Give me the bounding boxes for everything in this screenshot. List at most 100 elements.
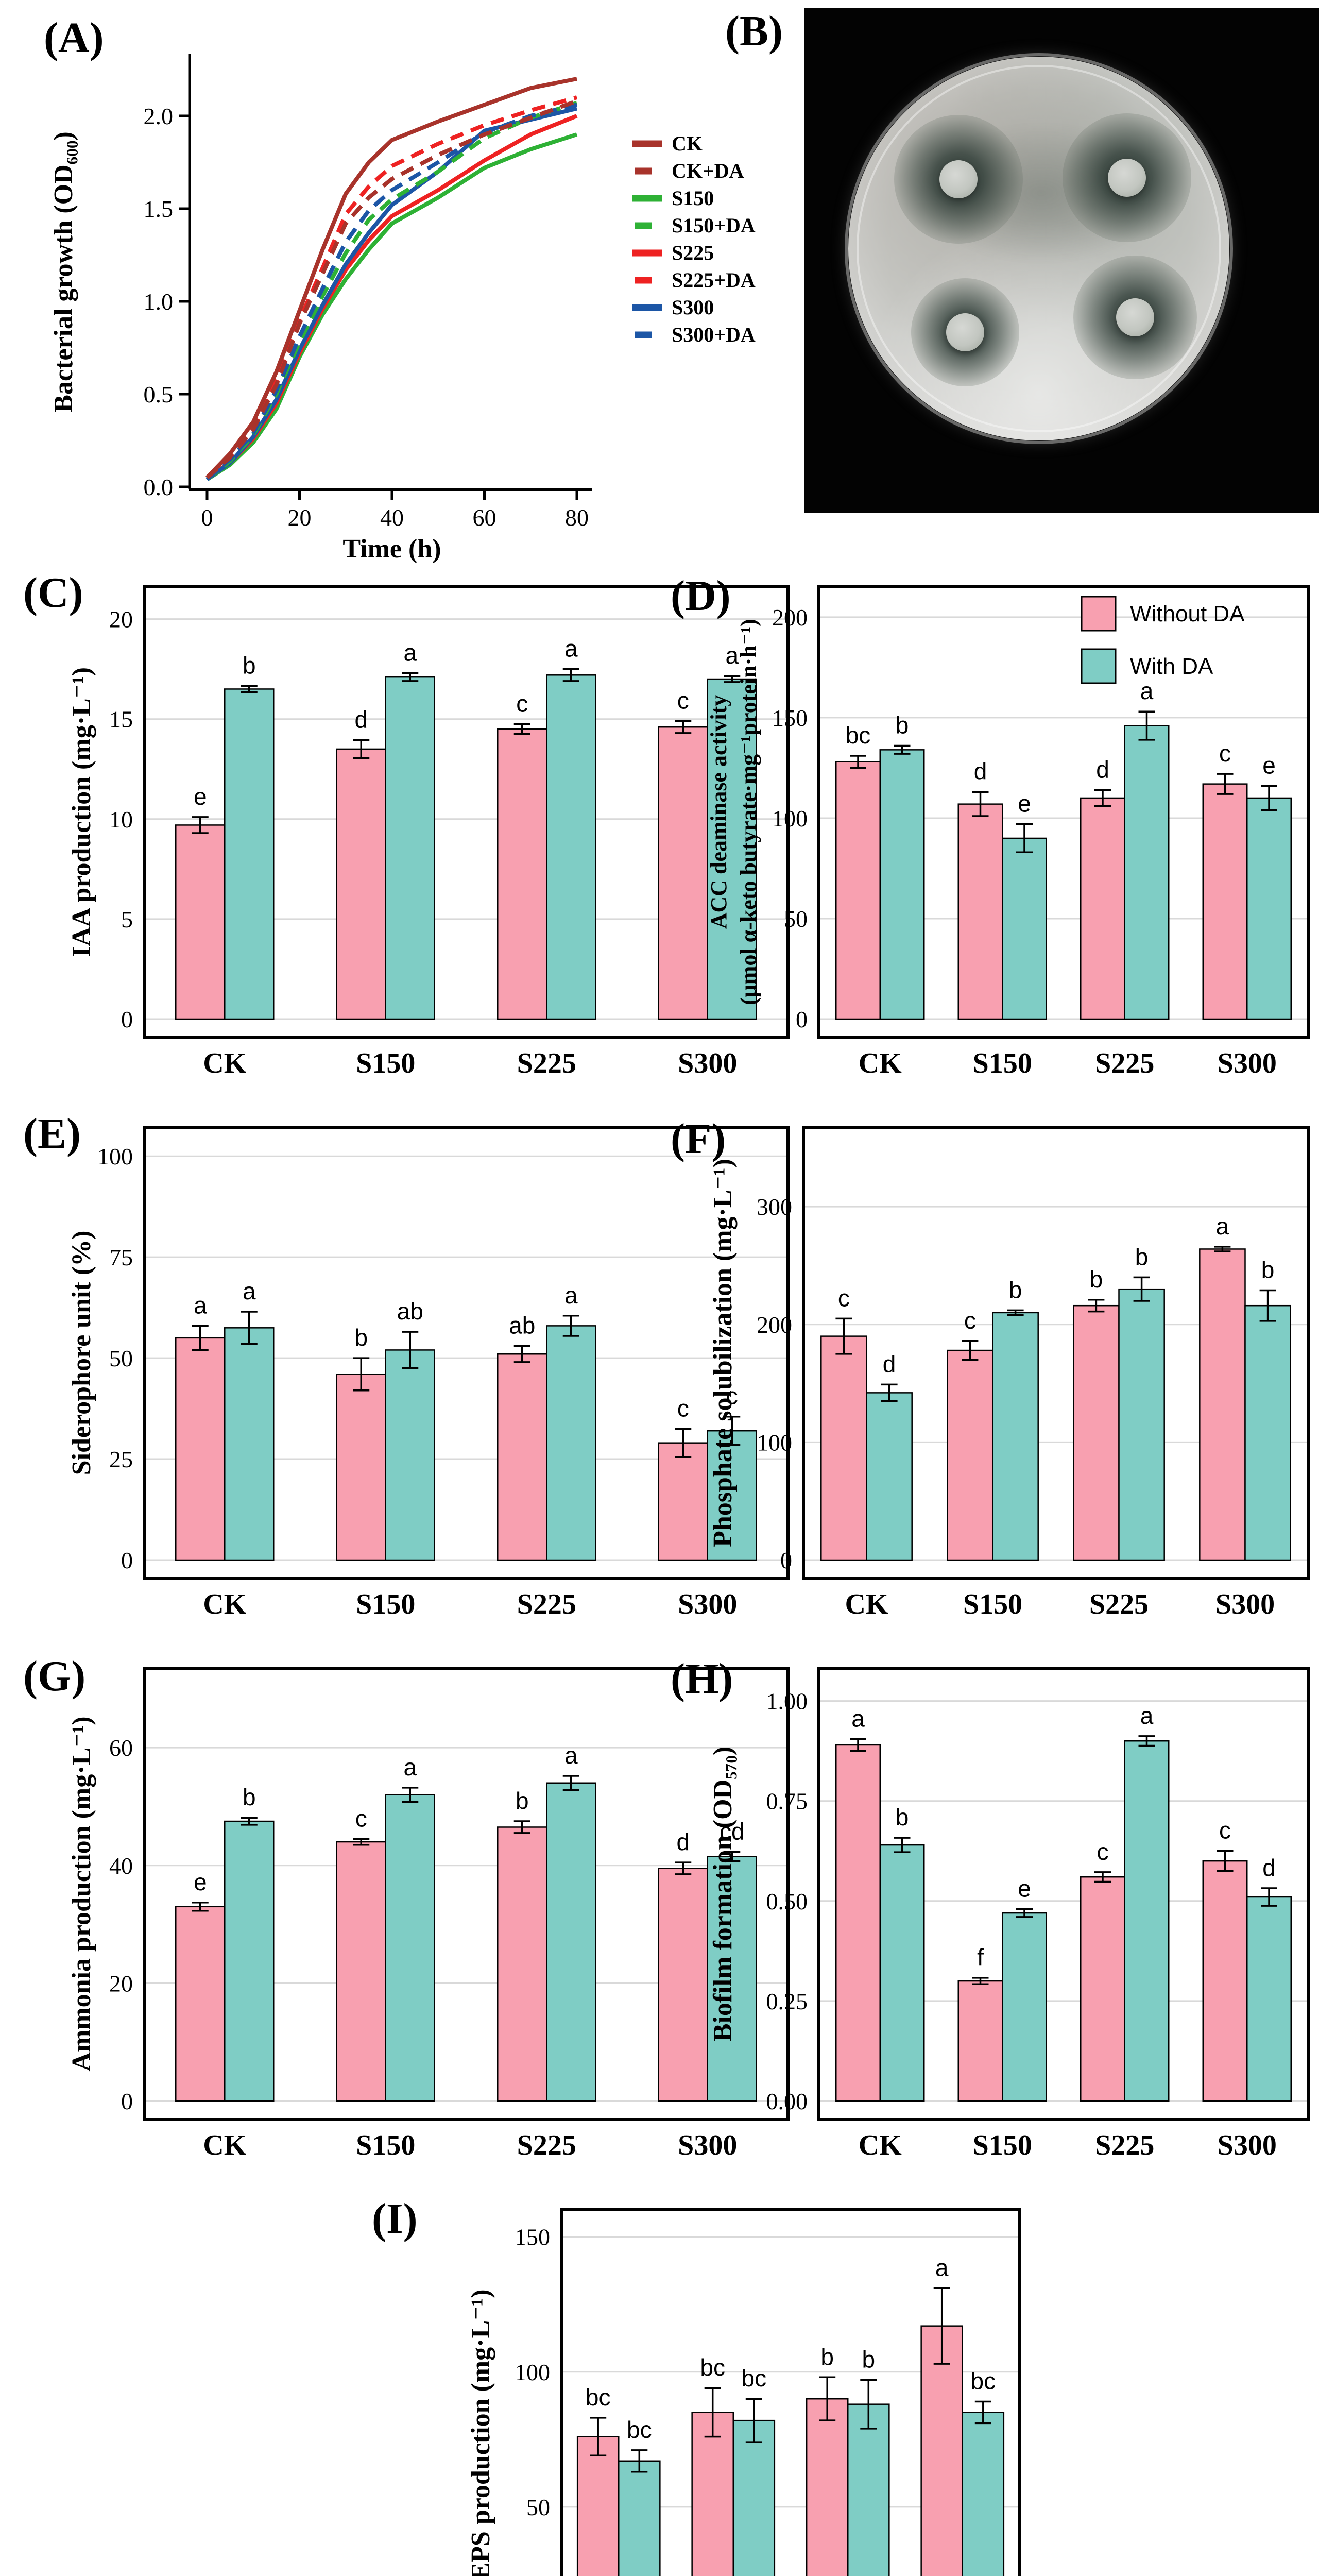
bar-S150-without-da [957,803,1003,1020]
x-category-label: CK [859,1047,902,1079]
bar-CK-without-da [576,2436,620,2576]
bar-S300-with-da [962,2412,1005,2576]
series-line-S150 [205,132,578,481]
panel-h-label: (H) [671,1655,733,1703]
legend-label: S225+DA [672,268,756,292]
y-tick-label: 10 [109,806,133,833]
sig-letter: d [974,758,987,785]
sig-letter: bc [586,2384,611,2411]
sig-letter: ab [397,1298,423,1325]
eps-chart: 050100150EPS production (mg·L⁻¹)CKbcbcS1… [466,2208,1021,2576]
bar-S150-with-da [992,1312,1039,1561]
x-category-label: S225 [517,1588,576,1620]
plot-frame [817,585,1310,1039]
bar-S225-without-da [1073,1304,1120,1561]
bar-S225-with-da [546,674,596,1020]
y-tick-label: 300 [757,1194,792,1220]
x-category-label: S150 [356,1047,415,1079]
x-category-label: S150 [973,2129,1032,2161]
sig-letter: e [194,783,207,810]
x-tick-label: 40 [380,504,404,531]
x-category-label: S300 [678,1047,737,1079]
legend-label: Without DA [1130,601,1245,626]
plot-frame [560,2208,1021,2576]
sig-letter: b [243,652,256,679]
legend-line-swatch [635,222,652,229]
legend-line-swatch [635,277,652,283]
legend-line-swatch [635,331,652,338]
bar-S225-without-da [1080,797,1125,1020]
y-tick-label: 100 [97,1143,133,1170]
sig-letter: c [1097,1838,1109,1865]
sig-letter: e [1018,790,1031,817]
sig-letter: b [1090,1266,1103,1293]
sig-letter: c [516,690,528,717]
bar-S150-without-da [957,1980,1003,2102]
y-tick-label: 2.0 [144,103,174,129]
sig-letter: d [1096,756,1109,783]
y-axis-title: EPS production (mg·L⁻¹) [466,2289,495,2576]
plot-frame [143,585,790,1039]
y-tick-label: 100 [757,1429,792,1455]
y-tick-label: 0.75 [766,1788,808,1815]
panel-g-label: (G) [23,1652,86,1700]
petri-dish-photo [804,8,1319,513]
growth-legend: CK CK+DA S150 S150+DA S225 S225+DA S300 S300+DA [632,130,756,348]
legend-label: CK+DA [672,159,744,182]
y-tick-label: 150 [772,705,808,731]
agar-plug-top-right [1108,159,1146,197]
sig-letter: b [1135,1243,1149,1270]
bar-S150-with-da [1002,1912,1047,2102]
bar-S150-with-da [385,1794,435,2102]
legend-label: S150+DA [672,214,756,237]
siderophore-chart: 0 25 50 75 100 Siderophore unit (%) CK a a S150 b a… [67,1126,790,1620]
y-axis-title: Bacterial growth (OD₆₀₀) [49,131,78,412]
legend-item-S300+DA: S300+DA [632,321,756,348]
series-line-S150+DA [205,100,578,481]
bar-CK-without-da [835,1744,881,2102]
sig-letter: bc [700,2354,725,2381]
y-tick-label: 200 [772,604,808,631]
y-tick-label: 200 [757,1312,792,1338]
bacterial-growth-chart: 0.0 0.5 1.0 1.5 2.0 0 20 40 60 80 Bacterial growth… [49,54,592,564]
sig-letter: bc [846,722,871,749]
y-tick-label: 75 [109,1244,133,1270]
y-axis-title-2: (μmol α-keto butyrate·mg⁻¹protein·h⁻¹) [736,619,761,1005]
x-category-label: S150 [963,1588,1022,1620]
sig-letter: c [838,1284,850,1311]
sig-letter: a [851,1705,865,1732]
sig-letter: d [676,1828,690,1855]
panel-c-label: (C) [23,569,83,617]
pigment-smear [920,124,1162,263]
agar-plug-bottom-right [1116,298,1154,336]
y-tick-label: 20 [109,606,133,633]
bar-CK-without-da [175,1337,226,1561]
panel-d-label: (D) [671,572,731,620]
legend-swatch [1081,596,1117,632]
bar-S300-without-da [1199,1248,1246,1561]
sig-letter: a [725,642,739,669]
y-axis-title: Siderophore unit (%) [67,1231,96,1476]
sig-letter: b [516,1787,529,1814]
ammonia-chart: 0 20 40 60 Ammonia production (mg·L⁻¹) CK e b S1… [67,1667,790,2161]
sig-letter: a [243,1278,256,1304]
sig-letter: b [896,1804,909,1831]
bar-S300-with-da [707,1430,757,1561]
legend-line-swatch [635,167,652,174]
sig-letter: b [243,1784,256,1810]
y-tick-label: 0 [121,1547,133,1573]
sig-letter: b [820,2343,834,2370]
inhibition-spot-bottom-left [911,278,1019,386]
bar-S225-without-da [497,1353,547,1561]
sig-letter: c [726,1383,738,1410]
y-axis-title: ACC deaminase activity [706,695,731,929]
acc-deaminase-chart: 0 50 100 150 200 ACC deaminase activity (μmol … [706,585,1310,1079]
y-tick-label: 1.0 [144,289,174,315]
x-category-label: CK [203,1588,246,1620]
y-tick-label: 1.5 [144,196,174,222]
bar-CK-with-da [224,1327,275,1561]
legend-item-CK: CK [632,130,756,157]
legend-label: S225 [672,241,714,264]
panel-b-label: (B) [725,7,783,55]
